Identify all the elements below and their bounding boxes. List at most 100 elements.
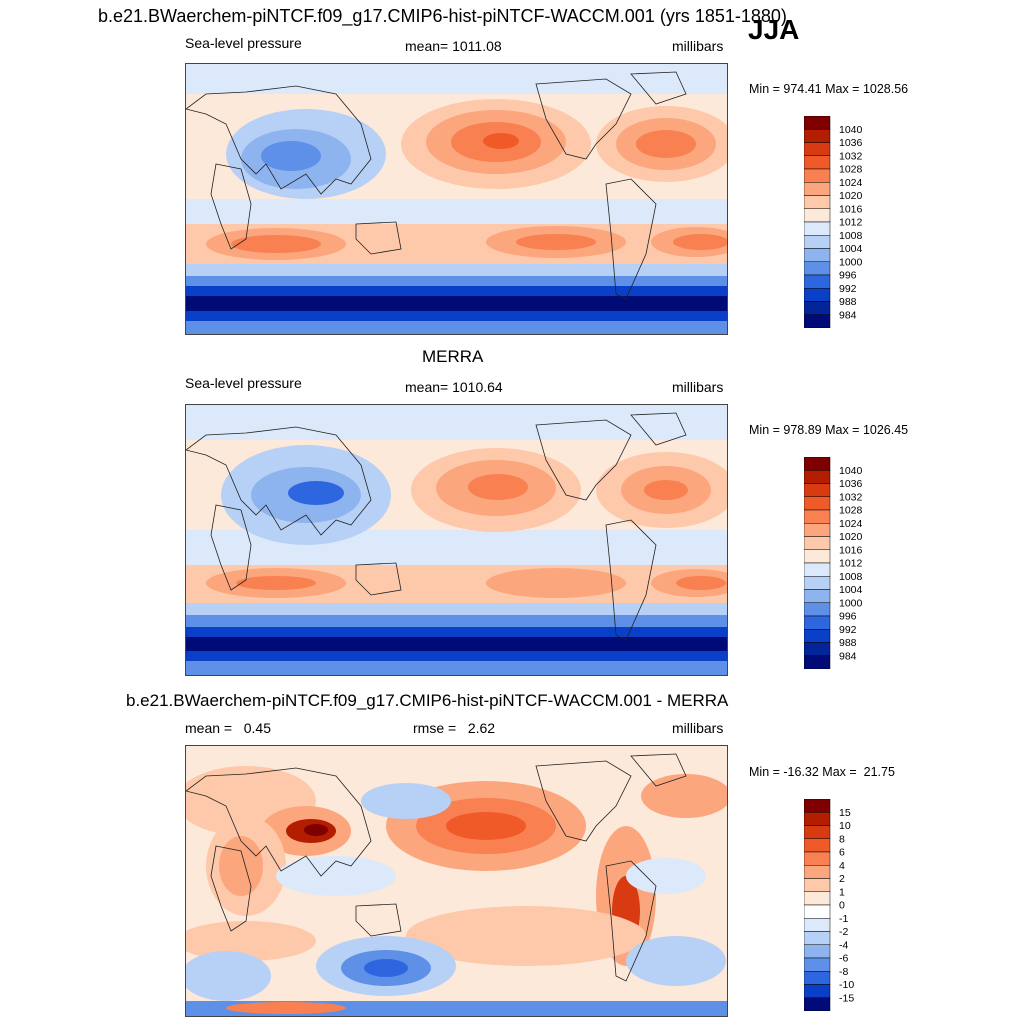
colorbar-tick-label: 984 [839, 650, 857, 662]
colorbar-swatch [803, 957, 831, 972]
colorbar-tick-label: 1028 [839, 164, 863, 176]
colorbar-tick-label: 4 [839, 860, 845, 872]
colorbar-swatch [803, 235, 831, 249]
colorbar-tick-label: 1004 [839, 584, 863, 596]
panel-model-variable: Sea-level pressure [185, 35, 302, 51]
colorbar-tick-label: 1032 [839, 491, 863, 503]
colorbar-tick-label: 1036 [839, 478, 863, 490]
panel-model-map [185, 63, 728, 335]
colorbar-swatch [803, 483, 831, 497]
colorbar-tick-label: 10 [839, 820, 851, 832]
colorbar-swatch [803, 115, 831, 130]
panel-obs-title: MERRA [422, 347, 484, 366]
colorbar-swatch [803, 576, 831, 590]
colorbar-tick-label: 1012 [839, 217, 863, 229]
colorbar-tick-label: 15 [839, 807, 851, 819]
colorbar-swatch [803, 221, 831, 236]
slp-contour-field-model [186, 64, 727, 334]
colorbar-swatch [803, 536, 831, 550]
colorbar-swatch [803, 523, 831, 537]
panel-obs-mean: mean= 1010.64 [405, 379, 503, 395]
colorbar-swatch [803, 984, 831, 998]
colorbar-swatch [803, 288, 831, 302]
colorbar-swatch [803, 891, 831, 906]
panel-obs-colorbar: 1040 1036 1032 1028 1024 1020 1016 1012 1008 1004… [803, 456, 863, 670]
panel-diff-colorbar: 15 10 8 6 4 2 1 0 -1 -2 -4 -6 -8 -10 -15 [803, 798, 854, 1012]
panel-diff-mean: mean = 0.45 [185, 720, 272, 736]
colorbar-swatch [803, 655, 831, 670]
colorbar-tick-label: 1 [839, 886, 845, 898]
colorbar-swatch [803, 248, 831, 262]
colorbar-tick-label: 8 [839, 833, 845, 845]
colorbar-swatch [803, 509, 831, 524]
colorbar-swatch [803, 878, 831, 892]
colorbar-tick-label: 6 [839, 847, 845, 859]
colorbar-tick-label: 1024 [839, 177, 863, 189]
colorbar-tick-label: 1008 [839, 230, 863, 242]
page-title: b.e21.BWaerchem-piNTCF.f09_g17.CMIP6-his… [98, 6, 787, 26]
colorbar-tick-label: 1016 [839, 544, 863, 556]
colorbar-swatch [803, 168, 831, 183]
panel-diff-rmse: rmse = 2.62 [413, 720, 496, 736]
colorbar-tick-label: 1024 [839, 518, 863, 530]
colorbar-tick-label: -4 [839, 939, 848, 951]
colorbar-tick-label: -8 [839, 966, 848, 978]
colorbar-swatch [803, 155, 831, 170]
colorbar-swatch [803, 865, 831, 879]
colorbar-tick-label: -1 [839, 913, 848, 925]
panel-obs-minmax: Min = 978.89 Max = 1026.45 [749, 423, 909, 437]
panel-obs-variable: Sea-level pressure [185, 375, 302, 391]
colorbar-tick-label: 1032 [839, 150, 863, 162]
slp-difference-field [186, 746, 727, 1016]
colorbar-tick-label: 1020 [839, 190, 863, 202]
colorbar-swatch [803, 838, 831, 853]
colorbar-swatch [803, 549, 831, 564]
colorbar-swatch [803, 589, 831, 603]
colorbar-tick-label: 1000 [839, 256, 863, 268]
colorbar-tick-label: -2 [839, 926, 848, 938]
panel-model-minmax: Min = 974.41 Max = 1028.56 [749, 82, 909, 96]
colorbar-tick-label: 992 [839, 624, 857, 636]
panel-model-mean: mean= 1011.08 [405, 38, 502, 54]
colorbar-tick-label: 992 [839, 283, 857, 295]
colorbar-swatch [803, 918, 831, 932]
colorbar-tick-label: -15 [839, 992, 854, 1004]
panel-diff-title: b.e21.BWaerchem-piNTCF.f09_g17.CMIP6-his… [126, 691, 729, 710]
colorbar-swatch [803, 798, 831, 813]
panel-diff-map [185, 745, 728, 1017]
colorbar-swatch [803, 562, 831, 577]
colorbar-tick-label: 988 [839, 296, 857, 308]
colorbar-swatch [803, 825, 831, 839]
panel-obs-map [185, 404, 728, 676]
colorbar-tick-label: 1036 [839, 137, 863, 149]
colorbar-swatch [803, 602, 831, 617]
colorbar-tick-label: -10 [839, 979, 854, 991]
panel-diff-units: millibars [672, 720, 724, 736]
colorbar-tick-label: 1000 [839, 597, 863, 609]
panel-obs-units: millibars [672, 379, 724, 395]
colorbar-tick-label: -6 [839, 953, 848, 965]
colorbar-tick-label: 1028 [839, 505, 863, 517]
colorbar-tick-label: 1012 [839, 558, 863, 570]
colorbar-tick-label: 1008 [839, 571, 863, 583]
colorbar-swatch [803, 195, 831, 209]
colorbar-swatch [803, 642, 831, 656]
colorbar-swatch [803, 274, 831, 289]
colorbar-tick-label: 2 [839, 873, 845, 885]
colorbar-tick-label: 0 [839, 900, 845, 912]
slp-contour-field-obs [186, 405, 727, 675]
colorbar-swatch [803, 129, 831, 143]
colorbar-swatch [803, 904, 831, 919]
colorbar-swatch [803, 615, 831, 630]
colorbar-swatch [803, 456, 831, 471]
colorbar-swatch [803, 208, 831, 223]
colorbar-swatch [803, 944, 831, 959]
colorbar-tick-label: 1016 [839, 203, 863, 215]
colorbar-swatch [803, 496, 831, 511]
colorbar-tick-label: 988 [839, 637, 857, 649]
season-label: JJA [748, 14, 800, 45]
colorbar-tick-label: 1020 [839, 531, 863, 543]
panel-model-colorbar: 1040 1036 1032 1028 1024 1020 1016 1012 1008 1004… [803, 115, 863, 329]
